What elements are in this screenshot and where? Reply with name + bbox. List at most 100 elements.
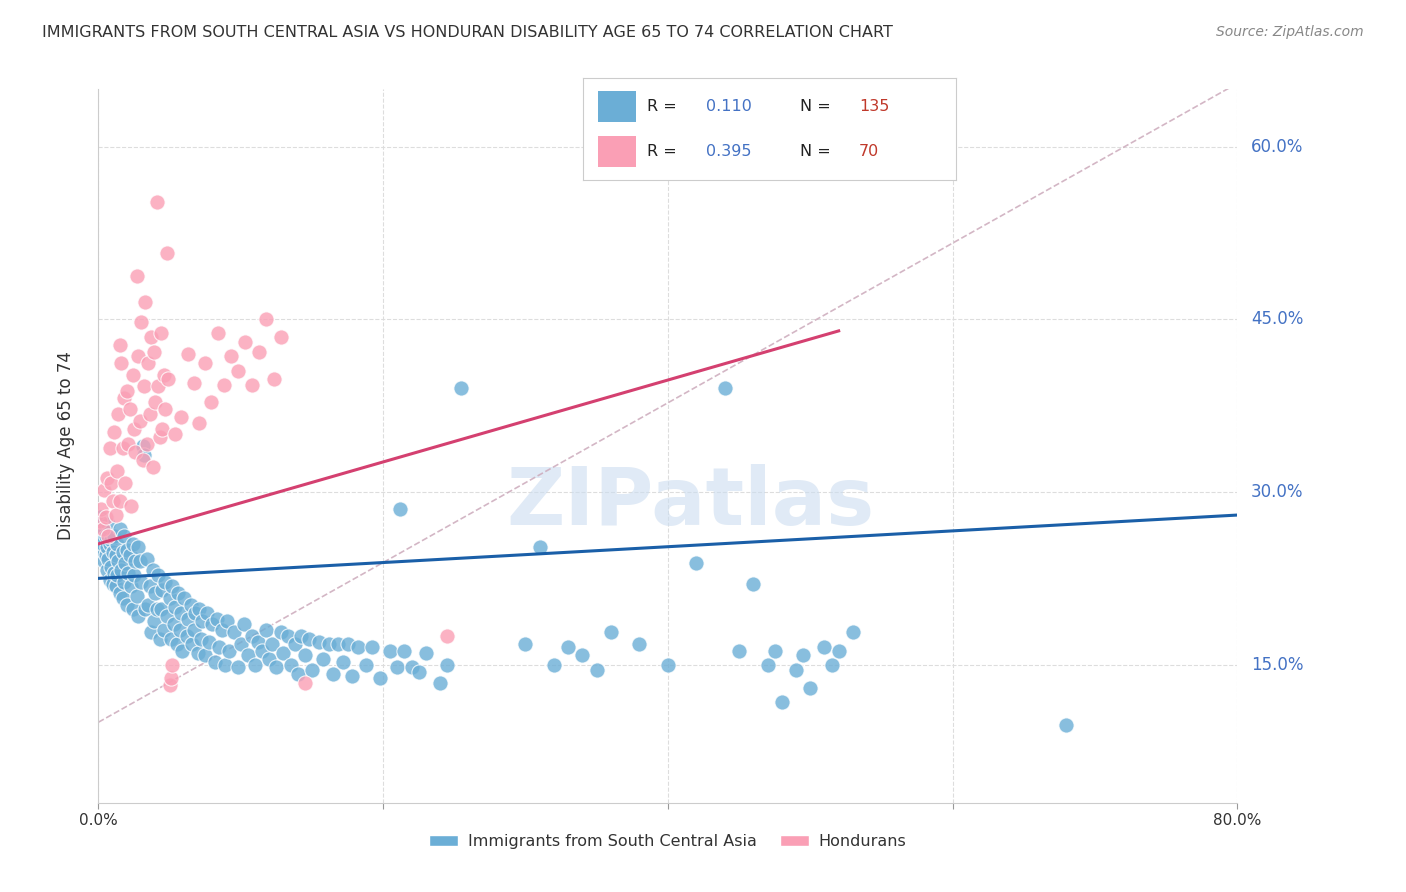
Point xyxy=(233,335,256,350)
Point xyxy=(128,554,150,568)
Point xyxy=(756,657,779,672)
Point xyxy=(96,563,118,577)
Point xyxy=(585,664,607,678)
Point xyxy=(117,436,139,450)
Point xyxy=(240,378,263,392)
Point xyxy=(91,537,114,551)
Point xyxy=(90,529,112,543)
Point xyxy=(813,640,835,655)
Point xyxy=(415,646,437,660)
Point xyxy=(142,614,165,628)
Point xyxy=(429,676,451,690)
Point xyxy=(98,442,121,456)
Point xyxy=(284,637,307,651)
Point xyxy=(170,606,193,620)
Point xyxy=(169,623,191,637)
Point xyxy=(218,644,240,658)
Point xyxy=(141,459,163,474)
Point xyxy=(763,644,786,658)
Point xyxy=(104,579,127,593)
Point xyxy=(155,574,177,589)
Point xyxy=(246,634,269,648)
Point xyxy=(110,356,132,370)
Point xyxy=(111,591,134,605)
Point xyxy=(89,514,111,528)
Point xyxy=(557,640,579,655)
Point xyxy=(190,632,212,647)
Point xyxy=(436,657,458,672)
Point xyxy=(170,410,193,425)
Point xyxy=(187,646,209,660)
Point xyxy=(150,326,173,341)
Point xyxy=(247,344,270,359)
Point xyxy=(104,508,127,522)
Point xyxy=(100,475,122,490)
Point xyxy=(389,502,412,516)
Point xyxy=(121,602,143,616)
Point xyxy=(301,664,323,678)
Point xyxy=(125,268,148,283)
Point xyxy=(177,347,200,361)
Point xyxy=(380,644,402,658)
Point xyxy=(262,637,284,651)
Point xyxy=(254,312,277,326)
Point xyxy=(125,589,148,603)
Point xyxy=(141,563,163,577)
Point xyxy=(131,439,153,453)
Point xyxy=(132,379,155,393)
Point xyxy=(121,537,143,551)
Point xyxy=(1056,717,1078,731)
Point xyxy=(799,681,821,695)
Point xyxy=(146,602,169,616)
Point xyxy=(135,436,157,450)
Point xyxy=(135,551,157,566)
Point xyxy=(101,545,124,559)
Point xyxy=(332,656,354,670)
Point xyxy=(571,648,593,663)
Point xyxy=(114,557,136,571)
Point xyxy=(115,598,138,612)
Y-axis label: Disability Age 65 to 74: Disability Age 65 to 74 xyxy=(56,351,75,541)
Text: 15.0%: 15.0% xyxy=(1251,656,1303,673)
Point xyxy=(122,422,145,436)
Point xyxy=(219,349,242,363)
Point xyxy=(785,664,807,678)
Point xyxy=(287,666,309,681)
Point xyxy=(792,648,814,663)
Point xyxy=(188,416,211,430)
Point xyxy=(181,637,204,651)
Point xyxy=(340,669,363,683)
Point xyxy=(105,464,128,478)
Point xyxy=(150,602,173,616)
Point xyxy=(394,644,416,658)
Point xyxy=(336,637,359,651)
Point xyxy=(742,577,765,591)
Point xyxy=(543,657,565,672)
Point xyxy=(149,430,172,444)
Point xyxy=(162,657,184,672)
Point xyxy=(180,598,202,612)
Point xyxy=(134,295,156,310)
Point xyxy=(148,568,170,582)
Text: N =: N = xyxy=(800,99,831,114)
Point xyxy=(101,577,124,591)
Point xyxy=(157,372,180,386)
Text: N =: N = xyxy=(800,144,831,159)
Point xyxy=(529,541,551,555)
Point xyxy=(94,529,117,543)
Point xyxy=(91,522,114,536)
Point xyxy=(98,537,121,551)
Point xyxy=(160,672,183,686)
Point xyxy=(156,245,179,260)
Point xyxy=(112,529,135,543)
Point xyxy=(842,625,865,640)
Point xyxy=(270,329,292,343)
Text: 45.0%: 45.0% xyxy=(1251,310,1303,328)
Point xyxy=(128,414,150,428)
Point xyxy=(108,494,131,508)
Point xyxy=(152,582,174,597)
Point xyxy=(201,617,224,632)
Point xyxy=(114,475,136,490)
Point xyxy=(136,598,159,612)
Point xyxy=(131,452,153,467)
